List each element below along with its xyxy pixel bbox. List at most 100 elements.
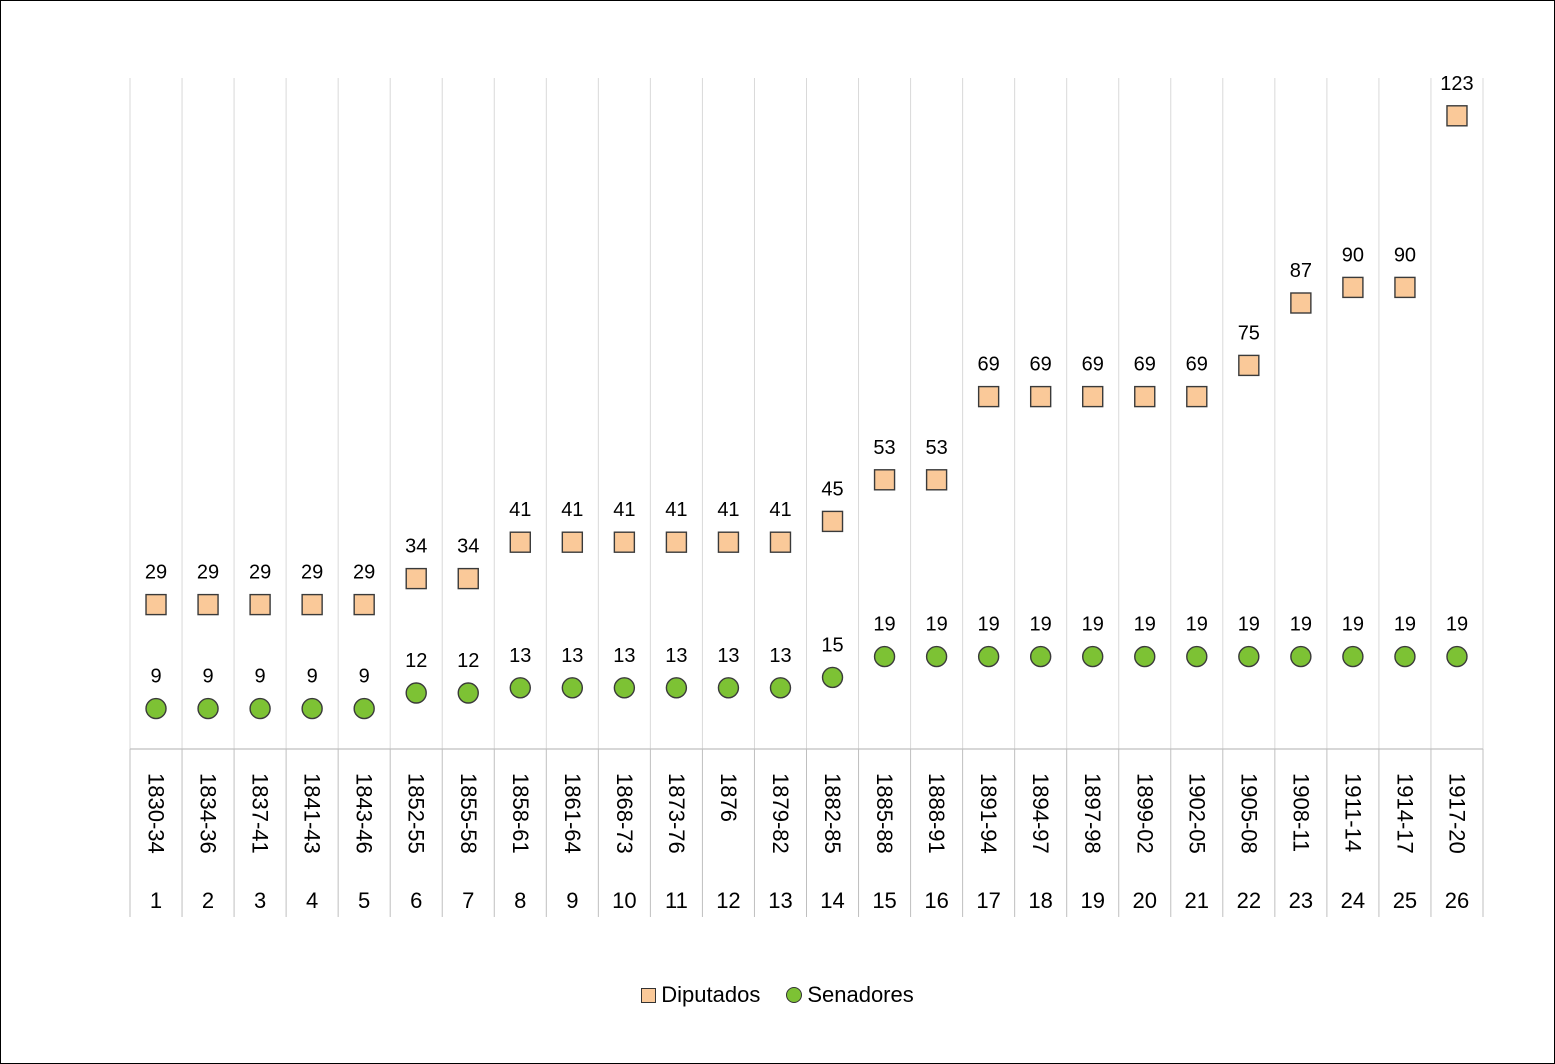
senadores-data-label: 19: [1290, 614, 1312, 636]
x-tick-label: 1841-43: [300, 773, 325, 854]
x-index-label: 25: [1393, 888, 1417, 913]
diputados-data-label: 29: [353, 562, 375, 584]
legend-item-diputados: Diputados: [641, 982, 760, 1008]
diputados-point: [1238, 354, 1260, 377]
x-index-label: 1: [150, 888, 162, 913]
senadores-point: [353, 697, 375, 720]
senadores-point: [769, 677, 792, 699]
senadores-point: [977, 645, 1000, 668]
diputados-data-label: 29: [249, 562, 271, 584]
x-tick-label: 1885-88: [872, 773, 897, 854]
x-tick-label: 1830-34: [144, 773, 169, 854]
x-tick-label: 1917-20: [1444, 773, 1469, 854]
senadores-point: [249, 697, 271, 720]
senadores-data-label: 13: [769, 645, 791, 667]
senadores-point: [665, 677, 688, 699]
senadores-point: [405, 682, 427, 704]
diputados-data-label: 69: [1134, 354, 1156, 376]
legend-label-senadores: Senadores: [807, 982, 914, 1007]
diputados-point: [613, 531, 636, 553]
senadores-data-label: 9: [150, 666, 161, 688]
x-index-label: 26: [1445, 888, 1469, 913]
diputados-data-label: 69: [1186, 354, 1208, 376]
x-tick-label: 1852-55: [404, 773, 429, 854]
senadores-point: [873, 645, 896, 668]
x-index-label: 15: [872, 888, 896, 913]
diputados-point: [197, 593, 219, 616]
senadores-data-label: 19: [1238, 614, 1260, 636]
diputados-data-label: 69: [978, 354, 1000, 376]
diputados-point: [717, 531, 740, 553]
legend-label-diputados: Diputados: [661, 982, 761, 1007]
diputados-data-label: 87: [1290, 260, 1312, 282]
diputados-data-label: 123: [1440, 73, 1473, 95]
senadores-point: [1238, 645, 1260, 668]
diputados-point: [769, 531, 792, 553]
senadores-point: [1342, 645, 1364, 668]
x-tick-label: 1905-08: [1236, 773, 1261, 854]
senadores-point: [145, 697, 167, 720]
senadores-data-label: 13: [665, 645, 687, 667]
x-index-label: 9: [566, 888, 578, 913]
diputados-point: [1446, 105, 1468, 127]
senadores-point: [561, 677, 584, 699]
senadores-data-label: 13: [509, 645, 531, 667]
diputados-data-label: 41: [509, 499, 531, 521]
senadores-data-label: 19: [978, 614, 1000, 636]
senadores-point: [1186, 645, 1208, 668]
senadores-data-label: 15: [821, 634, 843, 656]
senadores-data-label: 9: [255, 666, 266, 688]
senadores-data-label: 9: [307, 666, 318, 688]
senadores-point: [925, 645, 948, 668]
x-index-label: 13: [768, 888, 792, 913]
x-index-label: 23: [1289, 888, 1313, 913]
diputados-data-label: 41: [665, 499, 687, 521]
x-index-label: 22: [1237, 888, 1261, 913]
senadores-data-label: 19: [1446, 614, 1468, 636]
diputados-data-label: 41: [613, 499, 635, 521]
senadores-point: [821, 666, 844, 689]
x-index-label: 8: [514, 888, 526, 913]
x-tick-label: 1891-94: [976, 773, 1001, 854]
x-tick-label: 1873-76: [664, 773, 689, 854]
diputados-data-label: 29: [145, 562, 167, 584]
x-tick-label: 1834-36: [196, 773, 221, 854]
senadores-point: [1290, 645, 1312, 668]
senadores-point: [1394, 645, 1416, 668]
senadores-data-label: 19: [873, 614, 895, 636]
x-index-label: 16: [924, 888, 948, 913]
diputados-point: [561, 531, 584, 553]
senadores-data-label: 12: [405, 650, 427, 672]
x-index-label: 2: [202, 888, 214, 913]
diputados-point: [821, 510, 844, 533]
x-index-label: 21: [1185, 888, 1209, 913]
legend-square-marker-icon: [641, 987, 657, 1003]
x-tick-label: 1879-82: [768, 773, 793, 854]
x-tick-label: 1897-98: [1080, 773, 1105, 854]
diputados-point: [249, 593, 271, 616]
senadores-data-label: 9: [359, 666, 370, 688]
x-tick-label: 1843-46: [352, 773, 377, 854]
senadores-data-label: 12: [457, 650, 479, 672]
senadores-data-label: 9: [202, 666, 213, 688]
diputados-data-label: 45: [821, 478, 843, 500]
diputados-point: [1290, 292, 1312, 314]
senadores-data-label: 19: [1030, 614, 1052, 636]
senadores-data-label: 19: [1394, 614, 1416, 636]
x-tick-label: 1876: [716, 773, 741, 822]
diputados-data-label: 41: [717, 499, 739, 521]
x-index-label: 11: [665, 888, 688, 913]
diputados-data-label: 75: [1238, 322, 1260, 344]
diputados-point: [405, 567, 427, 590]
x-index-label: 6: [410, 888, 422, 913]
x-tick-label: 1858-61: [508, 773, 533, 854]
diputados-point: [509, 531, 531, 553]
x-index-label: 3: [254, 888, 266, 913]
legend-circle-marker-icon: [786, 987, 803, 1003]
x-tick-label: 1894-97: [1028, 773, 1053, 854]
diputados-point: [977, 385, 1000, 408]
diputados-point: [145, 593, 167, 616]
senadores-data-label: 13: [717, 645, 739, 667]
diputados-data-label: 41: [769, 499, 791, 521]
x-tick-label: 1855-58: [456, 773, 481, 854]
